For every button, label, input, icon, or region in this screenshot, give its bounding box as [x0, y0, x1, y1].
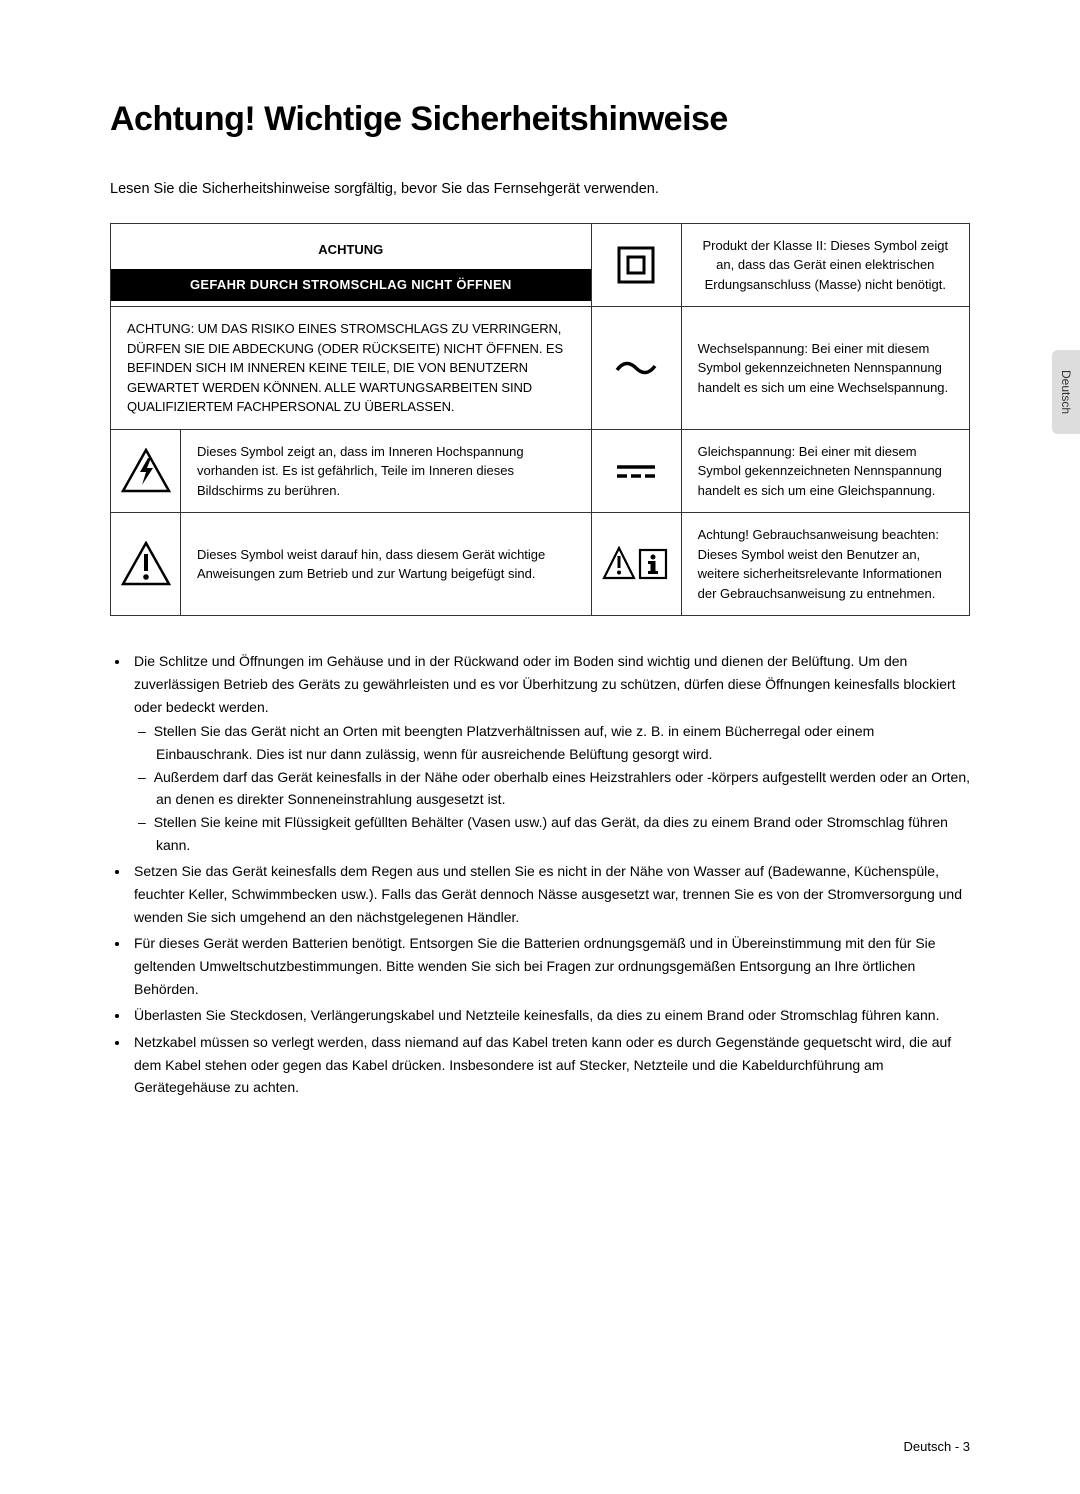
class-ii-icon-cell: [591, 223, 681, 307]
ac-text: Wechselspannung: Bei einer mit diesem Sy…: [681, 307, 969, 430]
manual-text: Achtung! Gebrauchsanweisung beachten: Di…: [681, 513, 969, 616]
document-page: Achtung! Wichtige Sicherheitshinweise Le…: [0, 0, 1080, 1163]
sub-bullet: Stellen Sie keine mit Flüssigkeit gefüll…: [156, 811, 970, 856]
bullet-overload: Überlasten Sie Steckdosen, Verlängerungs…: [130, 1004, 970, 1027]
sub-bullet: Außerdem darf das Gerät keinesfalls in d…: [156, 766, 970, 811]
ac-icon-cell: [591, 307, 681, 430]
hv-text: Dieses Symbol zeigt an, dass im Inneren …: [181, 429, 592, 513]
high-voltage-icon: [121, 448, 171, 494]
manual-refer-icon: [602, 546, 670, 582]
manual-icon-cell: [591, 513, 681, 616]
instructions-text: Dieses Symbol weist darauf hin, dass die…: [181, 513, 592, 616]
caution-text-cell: ACHTUNG: UM DAS RISIKO EINES STROMSCHLAG…: [111, 307, 592, 430]
page-footer: Deutsch - 3: [904, 1439, 970, 1454]
class-ii-icon: [616, 245, 656, 285]
hv-icon-cell: [111, 429, 181, 513]
dc-icon: [614, 461, 658, 481]
bullet-text: Die Schlitze und Öffnungen im Gehäuse un…: [134, 653, 956, 714]
dc-icon-cell: [591, 429, 681, 513]
page-title: Achtung! Wichtige Sicherheitshinweise: [110, 100, 970, 139]
safety-bullets: Die Schlitze und Öffnungen im Gehäuse un…: [110, 650, 970, 1099]
achtung-header-cell: ACHTUNG GEFAHR DURCH STROMSCHLAG NICHT Ö…: [111, 223, 592, 307]
bullet-cable: Netzkabel müssen so verlegt werden, dass…: [130, 1031, 970, 1099]
exclamation-triangle-icon: [121, 541, 171, 587]
bullet-ventilation: Die Schlitze und Öffnungen im Gehäuse un…: [130, 650, 970, 856]
achtung-subheader: GEFAHR DURCH STROMSCHLAG NICHT ÖFFNEN: [111, 269, 591, 301]
class-ii-text: Produkt der Klasse II: Dieses Symbol zei…: [681, 223, 969, 307]
ac-icon: [614, 356, 658, 380]
intro-text: Lesen Sie die Sicherheitshinweise sorgfä…: [110, 179, 970, 201]
dc-text: Gleichspannung: Bei einer mit diesem Sym…: [681, 429, 969, 513]
bullet-water: Setzen Sie das Gerät keinesfalls dem Reg…: [130, 860, 970, 928]
instructions-icon-cell: [111, 513, 181, 616]
safety-table: ACHTUNG GEFAHR DURCH STROMSCHLAG NICHT Ö…: [110, 223, 970, 617]
bullet-batteries: Für dieses Gerät werden Batterien benöti…: [130, 932, 970, 1000]
sub-bullet: Stellen Sie das Gerät nicht an Orten mit…: [156, 720, 970, 765]
achtung-label: ACHTUNG: [111, 230, 591, 266]
